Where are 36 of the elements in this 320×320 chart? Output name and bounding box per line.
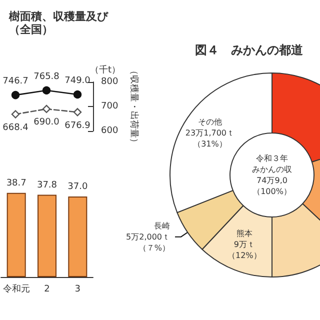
data-label: 37.8 (36, 180, 58, 190)
y-tick-label: 700 (101, 102, 118, 112)
data-label: 765.8 (34, 72, 60, 82)
point (11, 90, 20, 100)
data-label: 9万ｔ（12%） (228, 240, 262, 260)
point (42, 86, 51, 94)
point (11, 110, 20, 118)
data-label: 690.0 (34, 118, 60, 128)
y-tick-label: 800 (101, 77, 118, 87)
data-label: 37.0 (68, 182, 88, 192)
chart-title: 図４ みかんの都道 (195, 43, 304, 57)
x-tick-label: 3 (74, 284, 81, 294)
text: （100%） (252, 187, 292, 196)
text: みかんの収 (252, 165, 292, 174)
slice-label: その他 (198, 117, 222, 126)
x-tick-label: 2 (44, 284, 50, 294)
data-label: 5万2,000ｔ（７%） (126, 232, 170, 252)
data-label: 23万1,700ｔ（31%） (185, 128, 235, 148)
data-label: 749.0 (64, 76, 91, 86)
slice-label: 長崎 (154, 221, 170, 230)
text: 令和３年 (256, 154, 288, 163)
data-label: 38.7 (6, 178, 26, 188)
slice-label: 熊本 (236, 229, 252, 238)
y-tick-label: 600 (101, 126, 118, 136)
chart-subtitle: （全国） (9, 23, 53, 36)
point (42, 104, 51, 114)
data-label: 676.9 (64, 120, 91, 131)
text: 74万9,0 (256, 176, 288, 185)
point (73, 108, 82, 116)
data-label: 668.4 (2, 122, 29, 133)
y-axis-title: （収穫量・出荷量） (128, 66, 140, 147)
data-label: 746.7 (2, 76, 28, 86)
text: （千t） (90, 64, 121, 76)
chart-title: 樹面積、収穫量及び (8, 10, 109, 23)
x-tick-label: 令和元 (2, 284, 30, 294)
point (73, 90, 82, 99)
